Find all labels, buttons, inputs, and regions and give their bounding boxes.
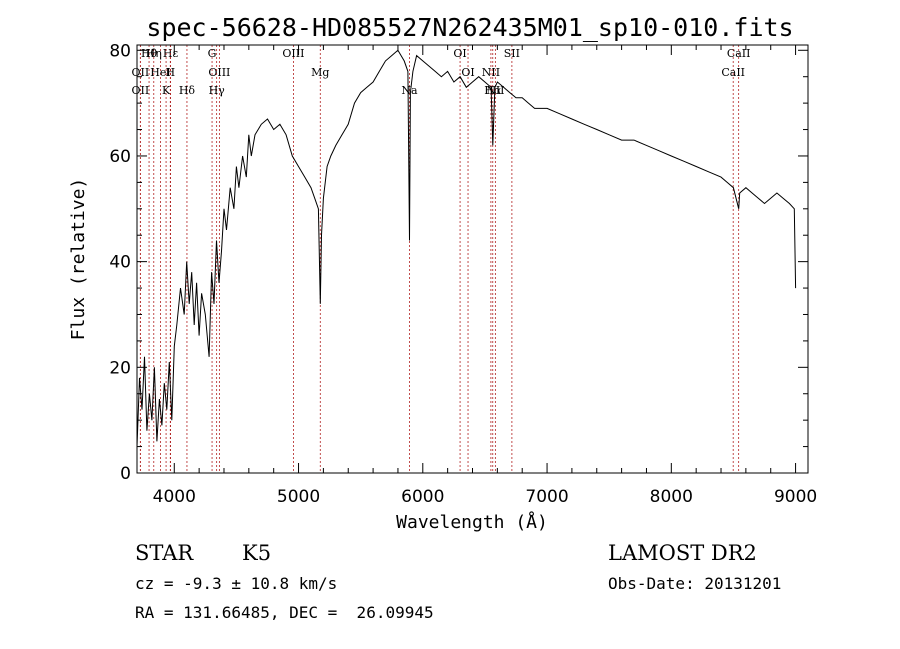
object-subclass: K5 [242, 541, 272, 565]
x-tick-label: 4000 [153, 487, 196, 507]
y-tick-label: 20 [109, 358, 131, 378]
spectral-line-label: OI [461, 66, 474, 79]
obs-date-label: Obs-Date: 20131201 [608, 574, 782, 593]
plot-frame [136, 44, 809, 474]
spectral-line-label: G [208, 47, 217, 60]
spectral-line-label: Na [401, 84, 418, 97]
x-axis-label: Wavelength (Å) [396, 511, 548, 533]
x-tick-label: 9000 [774, 487, 817, 507]
spectral-line-label: OII [131, 84, 149, 97]
axes: 4000 5000 6000 7000 8000 9000 0 20 40 60 80 [109, 41, 817, 507]
spectral-line-label: OI [453, 47, 466, 60]
spectral-line-label: Hα [484, 84, 502, 97]
y-axis-label: Flux (relative) [68, 178, 89, 341]
spectral-line-markers: HθOIIOIIHεHeIKHηHHδGOIIIHγOIIIMgNaOIOIHα… [131, 45, 750, 473]
y-tick-label: 60 [109, 147, 131, 167]
x-tick-label: 8000 [650, 487, 693, 507]
spectral-line-label: NII [482, 66, 500, 79]
x-tick-label: 7000 [525, 487, 568, 507]
spectrum-series [136, 49, 797, 447]
object-class: STAR [135, 541, 194, 565]
spectral-line-label: K [162, 84, 171, 97]
spectral-line-label: CaII [727, 47, 751, 60]
spectral-line-label: HeI [150, 66, 170, 79]
survey-name: LAMOST DR2 [608, 541, 757, 565]
y-tick-label: 0 [120, 464, 131, 484]
spectrum-line [136, 49, 797, 447]
y-tick-label: 80 [109, 41, 131, 61]
spectral-line-label: OIII [282, 47, 304, 60]
spectral-line-label: Hη [146, 47, 162, 60]
y-tick-label: 40 [109, 253, 131, 273]
spectral-line-label: Mg [311, 66, 329, 79]
redshift-label: cz = -9.3 ± 10.8 km/s [135, 574, 338, 593]
spectral-line-label: CaII [721, 66, 745, 79]
spectral-line-label: SII [504, 47, 520, 60]
spectral-line-label: Hγ [209, 84, 226, 97]
x-tick-label: 6000 [401, 487, 444, 507]
spectral-line-label: Hδ [179, 84, 196, 97]
coordinates-label: RA = 131.66485, DEC = 26.09945 [135, 603, 434, 622]
chart-title: spec-56628-HD085527N262435M01_sp10-010.f… [146, 13, 793, 42]
spectral-line-label: OII [131, 66, 149, 79]
x-tick-label: 5000 [277, 487, 320, 507]
spectral-line-label: OIII [208, 66, 230, 79]
spectral-line-label: H [166, 66, 176, 79]
